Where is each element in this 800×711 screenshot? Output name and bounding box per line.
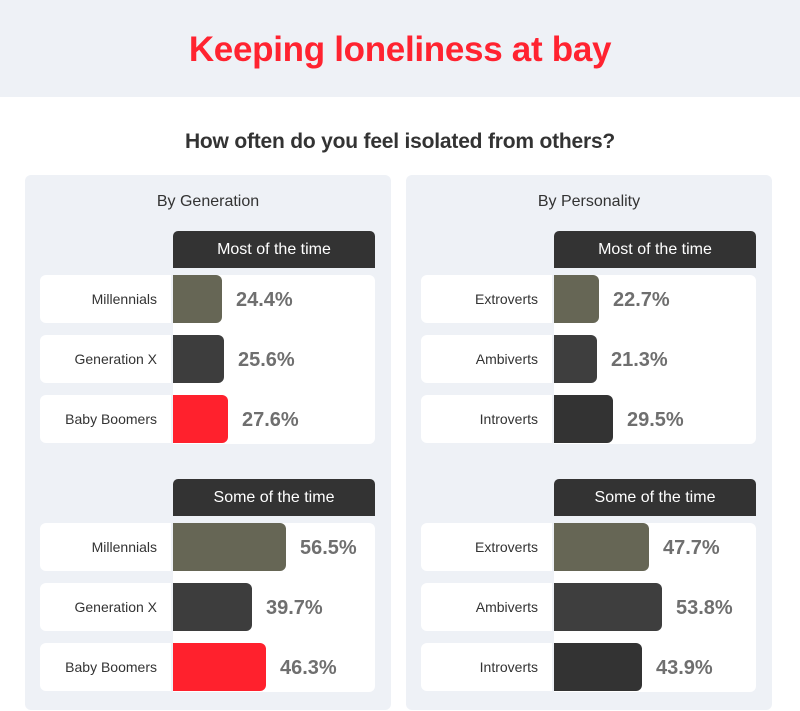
title-band: Keeping loneliness at bay: [0, 0, 800, 97]
panel-by-generation: By Generation Most of the time Millennia…: [25, 175, 391, 710]
group-header: Some of the time: [554, 479, 756, 516]
bar-value: 43.9%: [656, 657, 713, 679]
bar-area: 47.7% 53.8% 43.9%: [554, 523, 756, 692]
page-title: Keeping loneliness at bay: [188, 29, 612, 69]
bar-value: 53.8%: [676, 597, 733, 619]
group-header: Some of the time: [173, 479, 375, 516]
bar-area: 56.5% 39.7% 46.3%: [173, 523, 375, 692]
chart-question: How often do you feel isolated from othe…: [184, 130, 616, 153]
row-label: Extroverts: [421, 523, 552, 571]
bar-value: 39.7%: [266, 597, 323, 619]
bar-value: 25.6%: [238, 349, 295, 371]
row-label: Introverts: [421, 643, 552, 691]
bar: [554, 523, 649, 571]
bar-value: 29.5%: [627, 409, 684, 431]
bar-value: 27.6%: [242, 409, 299, 431]
bar-value: 47.7%: [663, 537, 720, 559]
bar-area: 22.7% 21.3% 29.5%: [554, 275, 756, 444]
bar-value: 24.4%: [236, 289, 293, 311]
panel-by-personality: By Personality Most of the time Extrover…: [406, 175, 772, 710]
bar: [554, 335, 597, 383]
row-label: Extroverts: [421, 275, 552, 323]
bar-area: 24.4% 25.6% 27.6%: [173, 275, 375, 444]
row-label: Millennials: [40, 275, 171, 323]
row-label: Generation X: [40, 335, 171, 383]
bar-value: 46.3%: [280, 657, 337, 679]
bar: [554, 275, 599, 323]
row-label: Ambiverts: [421, 335, 552, 383]
bar: [173, 643, 266, 691]
row-label: Generation X: [40, 583, 171, 631]
group-header: Most of the time: [554, 231, 756, 268]
row-label: Introverts: [421, 395, 552, 443]
row-label: Millennials: [40, 523, 171, 571]
bar: [554, 395, 613, 443]
row-label: Baby Boomers: [40, 395, 171, 443]
bar: [173, 395, 228, 443]
bar: [554, 583, 662, 631]
panel-title: By Personality: [537, 193, 641, 210]
row-label: Baby Boomers: [40, 643, 171, 691]
bar: [173, 583, 252, 631]
bar-value: 56.5%: [300, 537, 357, 559]
bar: [554, 643, 642, 691]
bar-value: 22.7%: [613, 289, 670, 311]
panel-title: By Generation: [156, 193, 260, 210]
bar: [173, 335, 224, 383]
group-header: Most of the time: [173, 231, 375, 268]
bar: [173, 275, 222, 323]
bar: [173, 523, 286, 571]
bar-value: 21.3%: [611, 349, 668, 371]
row-label: Ambiverts: [421, 583, 552, 631]
